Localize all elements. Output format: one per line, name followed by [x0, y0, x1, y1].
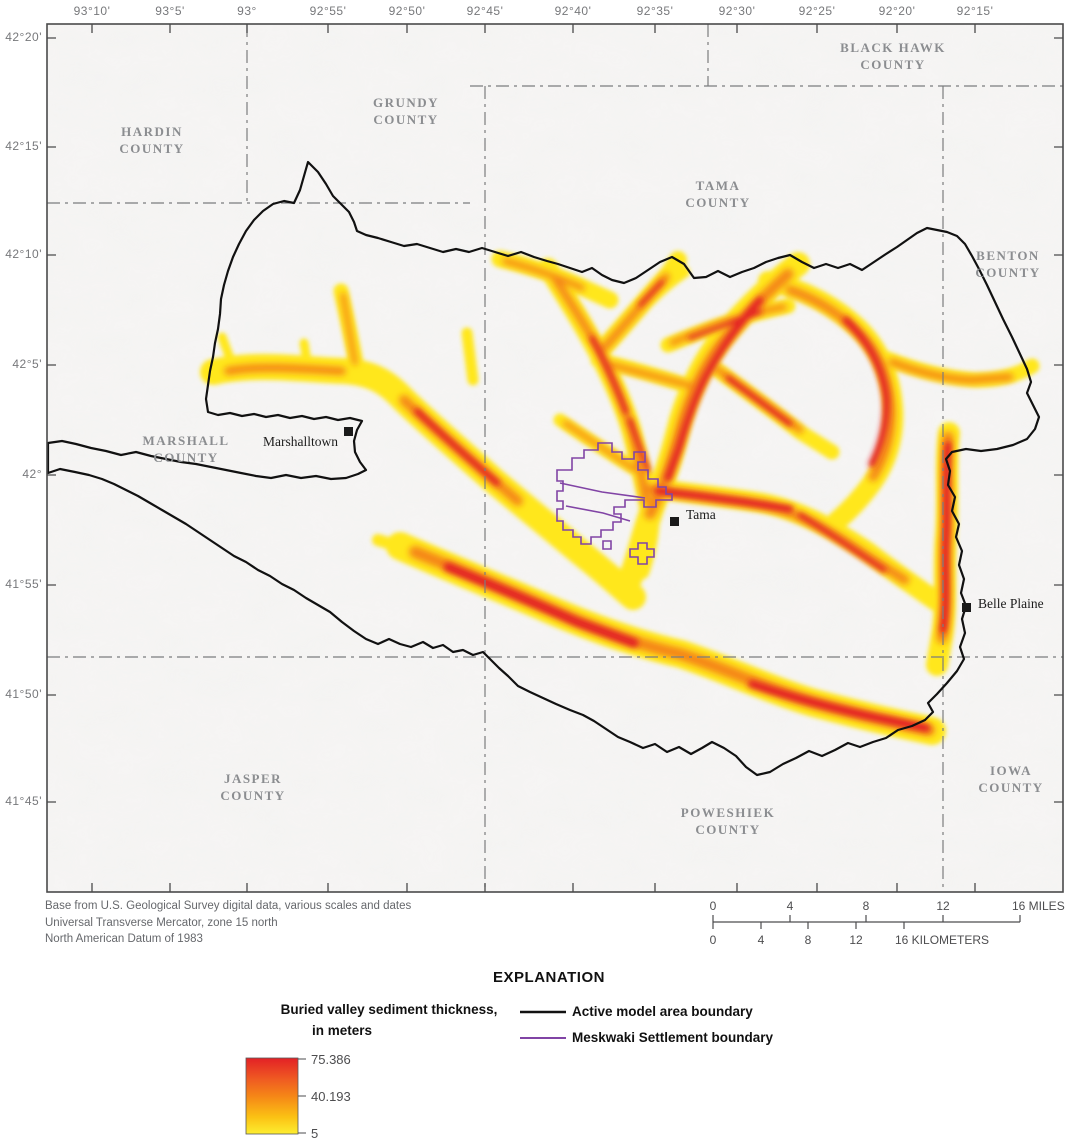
lon-label: 93°10': [73, 4, 111, 18]
county-label: BLACK HAWK COUNTY: [840, 39, 946, 73]
county-name: GRUNDY: [372, 95, 440, 110]
lon-label: 92°50': [388, 4, 426, 18]
lon-label: 93°: [237, 4, 257, 18]
lon-label: 92°40': [554, 4, 592, 18]
ramp-title-line2: in meters: [311, 1023, 373, 1038]
scale-miles-number: 12: [936, 899, 950, 913]
county-suffix: COUNTY: [975, 265, 1041, 280]
county-boundary-lines: [47, 24, 1063, 892]
belle-plaine-marker: [962, 603, 971, 612]
county-name: BLACK HAWK: [840, 40, 946, 55]
scale-miles-number: 8: [862, 899, 870, 913]
tama-marker: [670, 517, 679, 526]
county-label: POWESHIEK COUNTY: [681, 804, 775, 838]
map-frame: [46, 23, 1064, 893]
lon-label: 92°25': [798, 4, 836, 18]
county-label: IOWA COUNTY: [978, 762, 1043, 796]
county-name: IOWA: [989, 763, 1033, 778]
county-label: BENTON COUNTY: [975, 247, 1040, 281]
lat-label: 41°55': [5, 577, 42, 591]
lon-label: 92°30': [718, 4, 756, 18]
lon-label: 92°45': [466, 4, 504, 18]
thickness-color-ramp: [245, 1057, 299, 1135]
lon-label: 92°15': [956, 4, 994, 18]
credit-line-3: North American Datum of 1983: [45, 933, 203, 945]
city-label: Marshalltown: [263, 434, 338, 449]
county-label: MARSHALL COUNTY: [142, 432, 229, 466]
city-markers: [344, 427, 971, 612]
credit-line-2: Universal Transverse Mercator, zone 15 n…: [45, 916, 278, 929]
lat-label: 42°15': [5, 139, 42, 153]
county-name: JASPER: [223, 771, 283, 786]
county-suffix: COUNTY: [695, 822, 761, 837]
lat-label: 41°50': [5, 687, 42, 701]
explanation-heading: EXPLANATION: [493, 969, 605, 986]
ramp-min-value: 5: [311, 1126, 319, 1141]
lon-label: 92°20': [878, 4, 916, 18]
county-label: TAMA COUNTY: [685, 177, 750, 211]
county-suffix: COUNTY: [685, 195, 751, 210]
county-suffix: COUNTY: [978, 780, 1044, 795]
lat-label: 42°10': [5, 247, 42, 261]
scale-km-number: 0: [709, 933, 717, 947]
base-credits: Base from U.S. Geological Survey digital…: [45, 898, 411, 948]
lat-label: 42°20': [5, 30, 42, 44]
scale-bar: [712, 915, 1021, 929]
graticule-ticks: [47, 24, 1063, 892]
lat-label: 42°5': [12, 357, 42, 371]
scale-miles-number: 0: [709, 899, 717, 913]
county-suffix: COUNTY: [373, 112, 439, 127]
lon-label: 92°35': [636, 4, 674, 18]
active-model-area-boundary: [46, 160, 1041, 777]
county-label: JASPER COUNTY: [220, 770, 285, 804]
county-label: GRUNDY COUNTY: [373, 94, 439, 128]
credit-line-1: Base from U.S. Geological Survey digital…: [45, 900, 412, 912]
scale-km-number: 8: [804, 933, 812, 947]
ramp-ticks: [298, 1058, 306, 1134]
county-name: POWESHIEK: [680, 805, 776, 820]
marshalltown-marker: [344, 427, 353, 436]
legend-label-meskwaki-boundary: Meskwaki Settlement boundary: [572, 1030, 774, 1045]
county-name: TAMA: [695, 178, 741, 193]
county-name: HARDIN: [121, 124, 183, 139]
scale-km-number: 4: [757, 933, 765, 947]
county-name: MARSHALL: [142, 433, 230, 448]
county-name: BENTON: [976, 248, 1040, 263]
lon-label: 92°55': [309, 4, 347, 18]
ramp-max-value: 75.386: [311, 1052, 351, 1067]
lat-label: 41°45': [5, 794, 42, 808]
lat-label: 42°: [22, 467, 42, 481]
county-label: HARDIN COUNTY: [119, 123, 184, 157]
scale-miles-unit: 16 MILES: [1012, 899, 1065, 913]
county-suffix: COUNTY: [119, 141, 185, 156]
county-suffix: COUNTY: [153, 450, 219, 465]
scale-km-number: 12: [849, 933, 863, 947]
city-label: Tama: [686, 507, 716, 522]
sediment-thickness-layer: [200, 250, 1040, 745]
legend-label-model-boundary: Active model area boundary: [572, 1004, 753, 1019]
meskwaki-settlement-boundary: [556, 442, 673, 565]
scale-miles-number: 4: [786, 899, 794, 913]
lon-label: 93°5': [155, 4, 185, 18]
ramp-title-line1: Buried valley sediment thickness,: [280, 1002, 498, 1017]
city-label: Belle Plaine: [978, 596, 1044, 611]
scale-km-unit: 16 KILOMETERS: [895, 933, 990, 947]
county-suffix: COUNTY: [860, 57, 926, 72]
ramp-mid-value: 40.193: [311, 1089, 351, 1104]
county-suffix: COUNTY: [220, 788, 286, 803]
